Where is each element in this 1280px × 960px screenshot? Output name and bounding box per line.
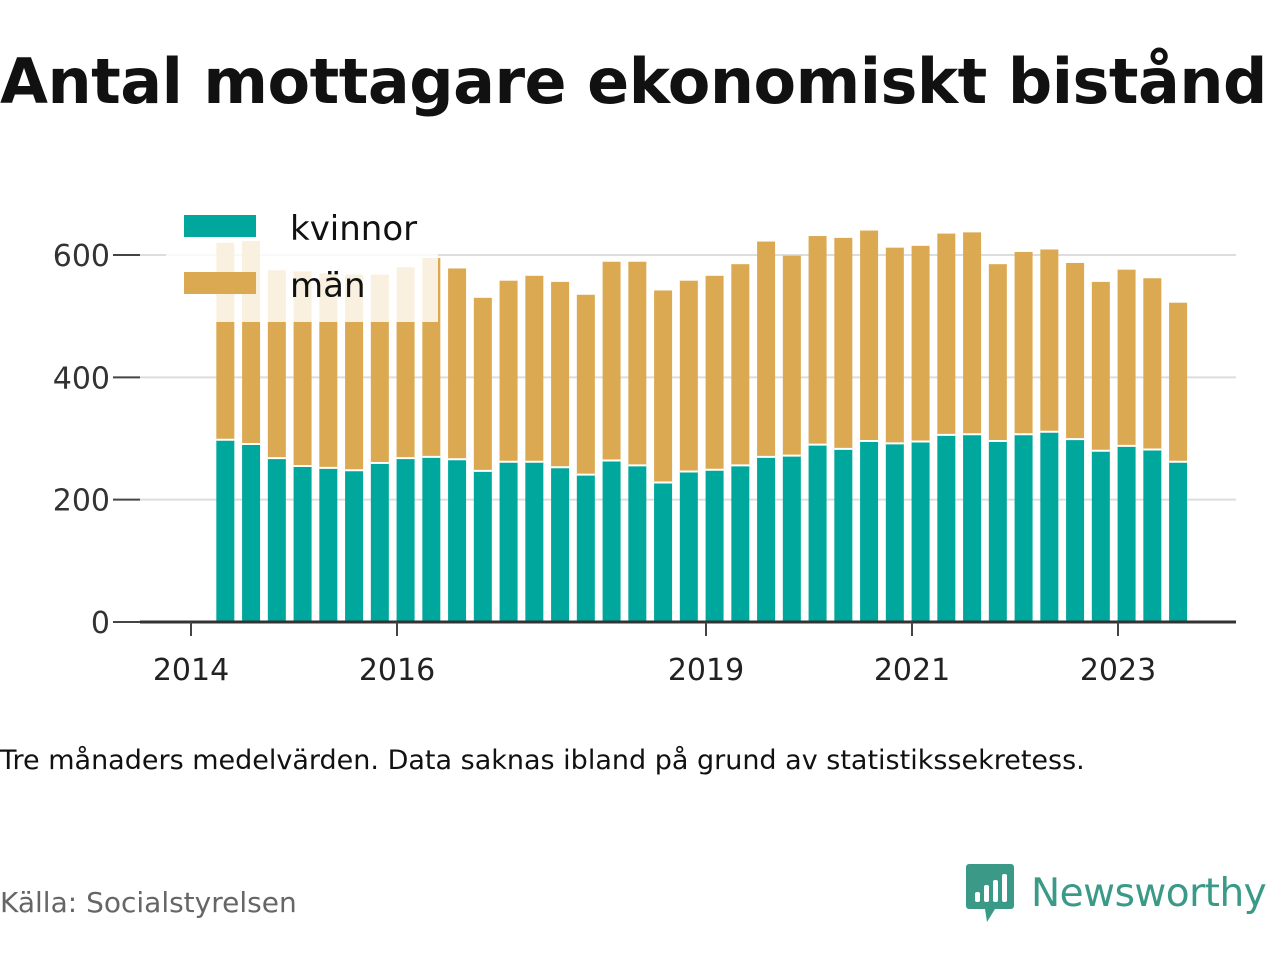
legend-label: män <box>290 266 366 306</box>
bar-kvinnor <box>499 461 518 622</box>
bar-kvinnor <box>808 444 827 622</box>
bar-kvinnor <box>679 471 698 622</box>
bar-kvinnor <box>345 470 364 622</box>
x-tick-label: 2014 <box>153 653 229 688</box>
bar-man <box>1014 251 1033 435</box>
bar-man <box>731 264 750 466</box>
bar-kvinnor <box>834 448 853 622</box>
bar-man <box>1169 302 1188 462</box>
axes: 0 200 400 600 2014 2016 2019 2021 2023 <box>53 239 1236 688</box>
bar-kvinnor <box>1169 461 1188 622</box>
bar-man <box>705 275 724 470</box>
y-tick-label: 600 <box>53 239 110 274</box>
brand-name: Newsworthy <box>1031 870 1267 916</box>
bar-man <box>1117 269 1136 446</box>
y-tick-label: 400 <box>53 361 110 396</box>
bar-man <box>757 241 776 457</box>
bar-kvinnor <box>396 458 415 622</box>
page-title: Antal mottagare ekonomiskt bistånd <box>0 45 1267 118</box>
bar-man <box>885 247 904 444</box>
bar-kvinnor <box>782 455 801 622</box>
bar-kvinnor <box>551 467 570 622</box>
bar-man <box>988 264 1007 441</box>
bar-man <box>473 297 492 471</box>
bar-man <box>834 237 853 449</box>
bar-kvinnor <box>1091 450 1110 622</box>
brand-logo: Newsworthy <box>965 862 1267 924</box>
bar-kvinnor <box>860 440 879 622</box>
bar-man <box>345 274 364 471</box>
bar-man <box>1143 278 1162 450</box>
bar-kvinnor <box>1066 439 1085 622</box>
bar-kvinnor <box>242 444 261 622</box>
bar-kvinnor <box>731 465 750 622</box>
bar-man <box>963 232 982 435</box>
bar-man <box>448 268 467 460</box>
bar-chart: 0 200 400 600 2014 2016 2019 2021 2023 kvinnor mä… <box>52 204 1236 688</box>
bar-kvinnor <box>705 469 724 622</box>
bar-man <box>782 255 801 456</box>
bar-kvinnor <box>757 456 776 622</box>
legend: kvinnor män <box>166 204 438 322</box>
bar-man <box>1040 249 1059 432</box>
bar-kvinnor <box>1040 431 1059 622</box>
bar-kvinnor <box>937 434 956 622</box>
y-tick-label: 0 <box>91 606 110 641</box>
bar-kvinnor <box>602 460 621 622</box>
bar-kvinnor <box>473 470 492 622</box>
bar-man <box>576 294 595 475</box>
bar-man <box>602 261 621 461</box>
bar-man <box>911 245 930 442</box>
bar-man <box>679 280 698 472</box>
chart-note: Tre månaders medelvärden. Data saknas ib… <box>0 745 1085 776</box>
bar-kvinnor <box>267 458 286 622</box>
bar-kvinnor <box>422 456 441 622</box>
bar-man <box>525 275 544 462</box>
legend-swatch <box>184 215 256 237</box>
bar-kvinnor <box>525 461 544 622</box>
bar-kvinnor <box>370 462 389 622</box>
bar-kvinnor <box>1143 449 1162 622</box>
bar-kvinnor <box>1014 434 1033 622</box>
legend-label: kvinnor <box>290 209 417 249</box>
bar-man <box>937 233 956 435</box>
bar-man <box>551 281 570 468</box>
bar-man <box>654 290 673 483</box>
y-tick-label: 200 <box>53 484 110 519</box>
bar-man <box>1091 281 1110 451</box>
bar-man <box>628 261 647 466</box>
legend-swatch <box>184 272 256 294</box>
x-tick-label: 2021 <box>874 653 950 688</box>
bar-man <box>1066 262 1085 440</box>
bar-kvinnor <box>628 465 647 622</box>
bar-kvinnor <box>448 459 467 622</box>
x-tick-label: 2019 <box>668 653 744 688</box>
bar-kvinnor <box>216 439 235 622</box>
bar-kvinnor <box>963 434 982 622</box>
bar-kvinnor <box>911 441 930 622</box>
bar-kvinnor <box>654 482 673 622</box>
bar-man <box>860 230 879 441</box>
source-text: Källa: Socialstyrelsen <box>0 886 297 919</box>
bar-kvinnor <box>319 467 338 622</box>
x-tick-label: 2016 <box>359 653 435 688</box>
bar-kvinnor <box>885 443 904 622</box>
bar-kvinnor <box>293 466 312 622</box>
newsworthy-logo-icon <box>966 864 1014 922</box>
bar-kvinnor <box>988 440 1007 622</box>
x-tick-label: 2023 <box>1080 653 1156 688</box>
bar-kvinnor <box>576 474 595 622</box>
bar-man <box>808 236 827 445</box>
bar-kvinnor <box>1117 445 1136 622</box>
bar-man <box>499 280 518 462</box>
